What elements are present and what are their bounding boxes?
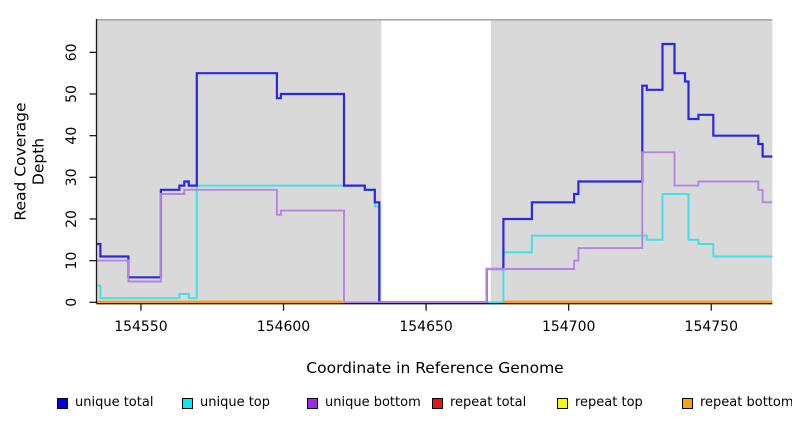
y-tick-label: 40: [64, 127, 80, 145]
x-axis-label: Coordinate in Reference Genome: [306, 359, 564, 377]
x-tick-label: 154550: [114, 319, 167, 335]
x-tick-label: 154650: [399, 319, 452, 335]
legend-item-repeat-bottom: repeat bottom: [682, 394, 792, 412]
legend-item-repeat-total: repeat total: [432, 394, 526, 412]
legend-item-unique-bottom: unique bottom: [307, 394, 421, 412]
legend-label-repeat-bottom: repeat bottom: [700, 395, 792, 410]
legend-swatch-unique-total: [57, 397, 68, 409]
legend-swatch-repeat-bottom: [682, 397, 693, 409]
y-tick-label: 30: [64, 168, 80, 186]
y-tick-label: 0: [64, 298, 80, 307]
legend-label-repeat-top: repeat top: [575, 395, 643, 410]
x-tick-label: 154750: [685, 319, 738, 335]
y-tick-label: 50: [64, 85, 80, 103]
series-unique-bottom: [97, 151, 773, 304]
y-tick-label: 20: [64, 210, 80, 228]
y-tick-label: 60: [64, 43, 80, 61]
legend-swatch-repeat-total: [432, 397, 443, 409]
legend-swatch-unique-top: [182, 397, 193, 409]
legend-label-unique-bottom: unique bottom: [325, 395, 421, 410]
y-tick-label: 10: [64, 252, 80, 270]
legend-swatch-repeat-top: [557, 397, 568, 409]
legend-label-unique-total: unique total: [75, 395, 154, 410]
legend-item-repeat-top: repeat top: [557, 394, 643, 412]
legend-item-unique-top: unique top: [182, 394, 270, 412]
legend-label-unique-top: unique top: [200, 395, 271, 410]
x-tick-label: 154700: [542, 319, 595, 335]
y-axis-label: Read Coverage Depth: [11, 102, 48, 221]
legend-swatch-unique-bottom: [307, 397, 318, 409]
x-tick-label: 154600: [257, 319, 310, 335]
legend-item-unique-total: unique total: [57, 394, 153, 412]
legend-label-repeat-total: repeat total: [450, 395, 527, 410]
masked-region: [381, 19, 491, 303]
legend: unique total unique top unique bottom repea…: [0, 394, 792, 416]
